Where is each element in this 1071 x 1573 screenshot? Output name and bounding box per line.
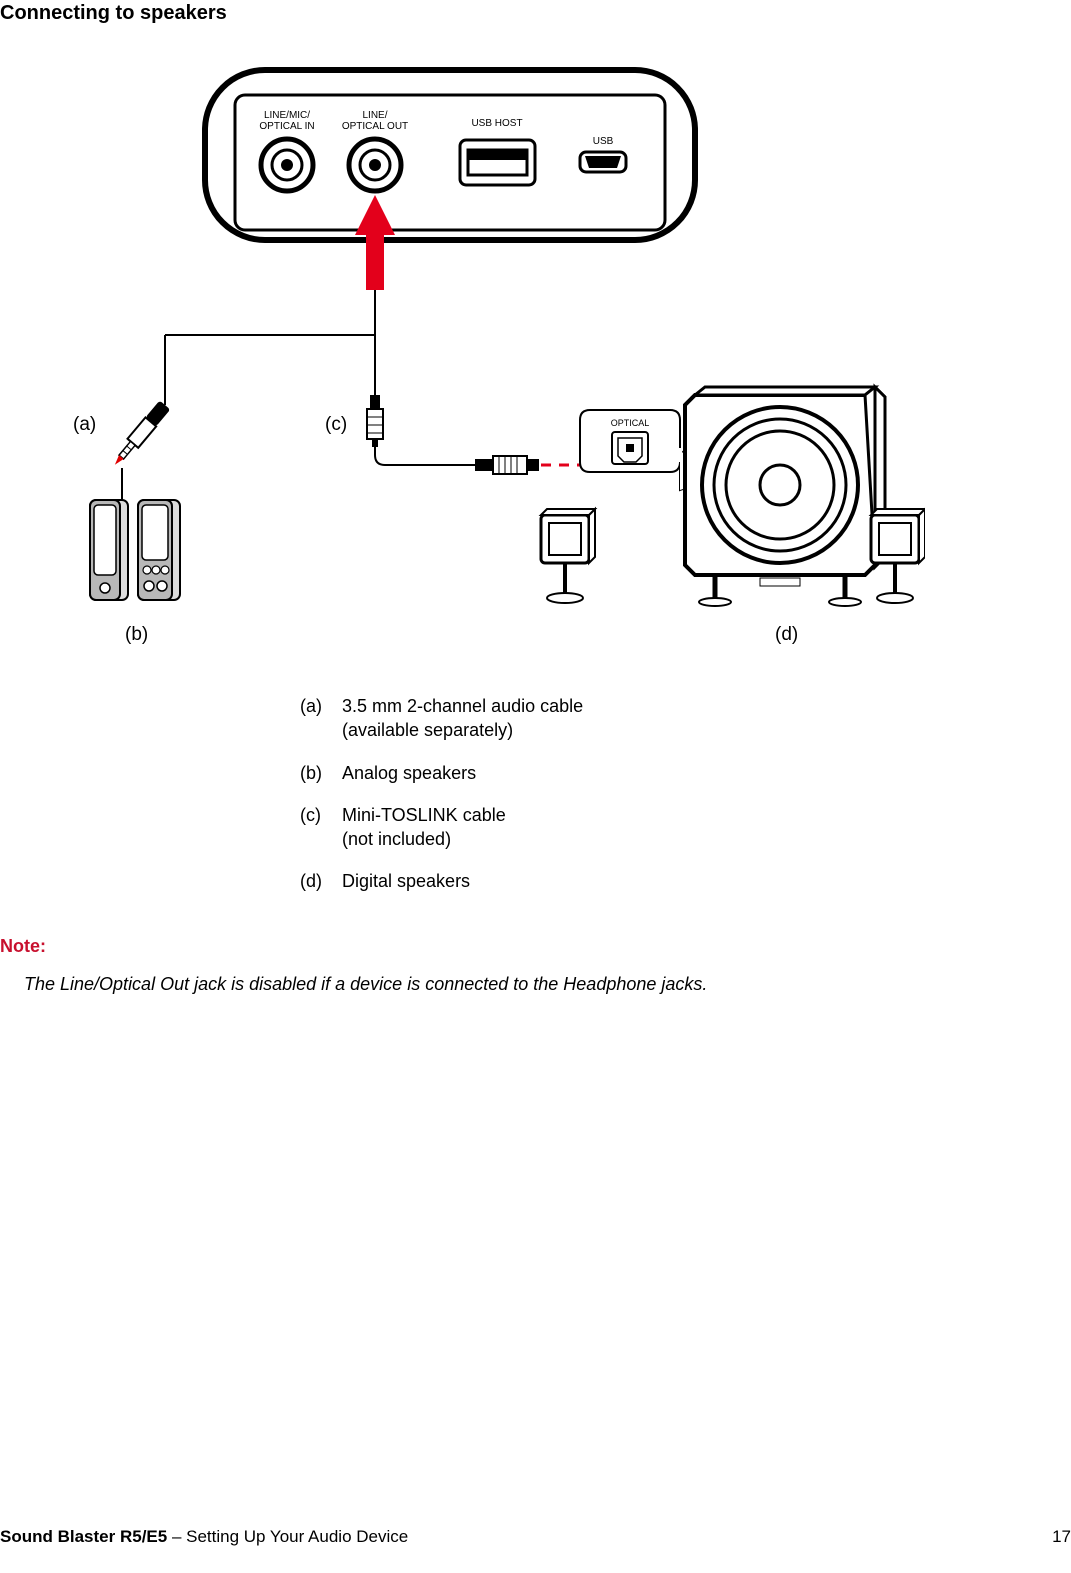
plug-35mm	[110, 401, 171, 470]
port-label-usb: USB	[593, 136, 614, 147]
callout-d: (d)	[775, 624, 798, 645]
note-label: Note:	[0, 936, 46, 957]
callout-a: (a)	[73, 414, 96, 435]
plug-toslink-vertical	[367, 395, 383, 447]
legend-key: (d)	[300, 869, 342, 893]
section-heading: Connecting to speakers	[0, 2, 227, 25]
legend-item-d: (d) Digital speakers	[300, 869, 583, 893]
footer-product: Sound Blaster R5/E5	[0, 1527, 167, 1546]
device-rear-panel: LINE/MIC/OPTICAL IN LINE/OPTICAL OUT USB…	[205, 70, 695, 240]
legend-subtext: (not included)	[342, 827, 506, 851]
footer-section: Setting Up Your Audio Device	[186, 1527, 408, 1546]
page-footer: Sound Blaster R5/E5 – Setting Up Your Au…	[0, 1527, 1071, 1547]
footer-separator: –	[167, 1527, 186, 1546]
footer-page-number: 17	[1052, 1527, 1071, 1547]
plug-toslink-horizontal	[475, 456, 539, 474]
analog-speakers	[90, 500, 180, 600]
port-usb-host	[460, 140, 535, 185]
note-text: The Line/Optical Out jack is disabled if…	[24, 974, 707, 995]
legend-key: (b)	[300, 761, 342, 785]
legend-text: 3.5 mm 2-channel audio cable	[342, 696, 583, 716]
legend-item-c: (c) Mini-TOSLINK cable (not included)	[300, 803, 583, 852]
legend-text: Mini-TOSLINK cable	[342, 805, 506, 825]
legend-text: Digital speakers	[342, 871, 470, 891]
legend-item-b: (b) Analog speakers	[300, 761, 583, 785]
callout-b: (b)	[125, 624, 148, 645]
legend-key: (c)	[300, 803, 342, 852]
jack-line-in	[261, 139, 313, 191]
legend-subtext: (available separately)	[342, 718, 583, 742]
legend-key: (a)	[300, 694, 342, 743]
port-label-usb-host: USB HOST	[471, 118, 522, 129]
connection-diagram: LINE/MIC/OPTICAL IN LINE/OPTICAL OUT USB…	[55, 60, 925, 660]
legend: (a) 3.5 mm 2-channel audio cable (availa…	[300, 694, 583, 912]
callout-c: (c)	[325, 414, 347, 435]
legend-item-a: (a) 3.5 mm 2-channel audio cable (availa…	[300, 694, 583, 743]
port-usb-micro	[580, 152, 626, 172]
jack-line-out	[349, 139, 401, 191]
optical-port-label: OPTICAL	[611, 418, 650, 428]
port-label-line-in: LINE/MIC/OPTICAL IN	[259, 110, 314, 132]
legend-text: Analog speakers	[342, 763, 476, 783]
cable-c-horizontal	[375, 455, 475, 465]
footer-left: Sound Blaster R5/E5 – Setting Up Your Au…	[0, 1527, 408, 1547]
